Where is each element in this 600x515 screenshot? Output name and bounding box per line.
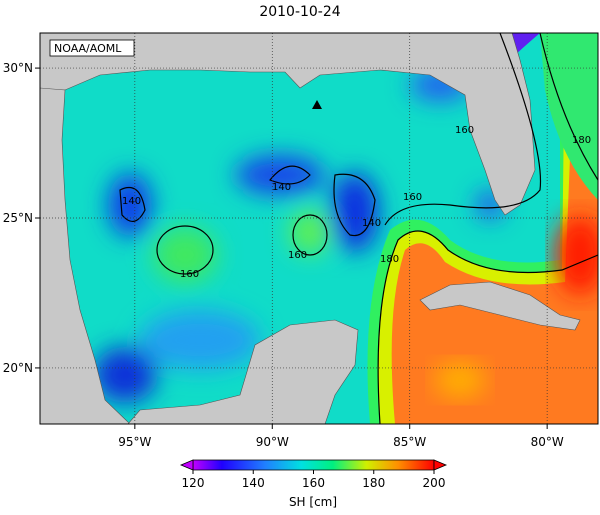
graticule [35,33,598,429]
colorbar-tick-label: 180 [362,476,385,490]
x-tick-label: 90°W [256,435,289,449]
contour-label: 160 [288,250,307,261]
colorbar-tick-label: 160 [302,476,325,490]
map-title: 2010-10-24 [259,4,340,20]
contour-label: 160 [455,125,474,136]
y-tick-label: 25°N [3,211,33,225]
x-tick-label: 80°W [531,435,564,449]
map-frame [39,32,599,425]
colorbar-tick-label: 120 [182,476,205,490]
colorbar-tick-label: 200 [423,476,446,490]
source-box [49,39,135,57]
contour-label: 180 [380,254,399,265]
contour-label: 160 [180,269,199,280]
contour-label: 180 [572,135,591,146]
x-tick-label: 95°W [118,435,151,449]
contour-label: 160 [403,192,422,203]
colorbar-tick-label: 140 [242,476,265,490]
x-tick-label: 85°W [393,435,426,449]
source-label: NOAA/AOML [54,42,122,55]
station-marker [312,100,322,109]
contour-label: 140 [272,182,291,193]
colorbar [179,459,448,474]
y-tick-label: 20°N [3,361,33,375]
colorbar-label: SH [cm] [289,495,337,509]
contour-labels: 160 180 140 140 160 140 160 180 160 [122,125,591,280]
contour-label: 140 [122,196,141,207]
y-tick-label: 30°N [3,61,33,75]
contours [119,33,598,424]
contour-label: 140 [362,218,381,229]
